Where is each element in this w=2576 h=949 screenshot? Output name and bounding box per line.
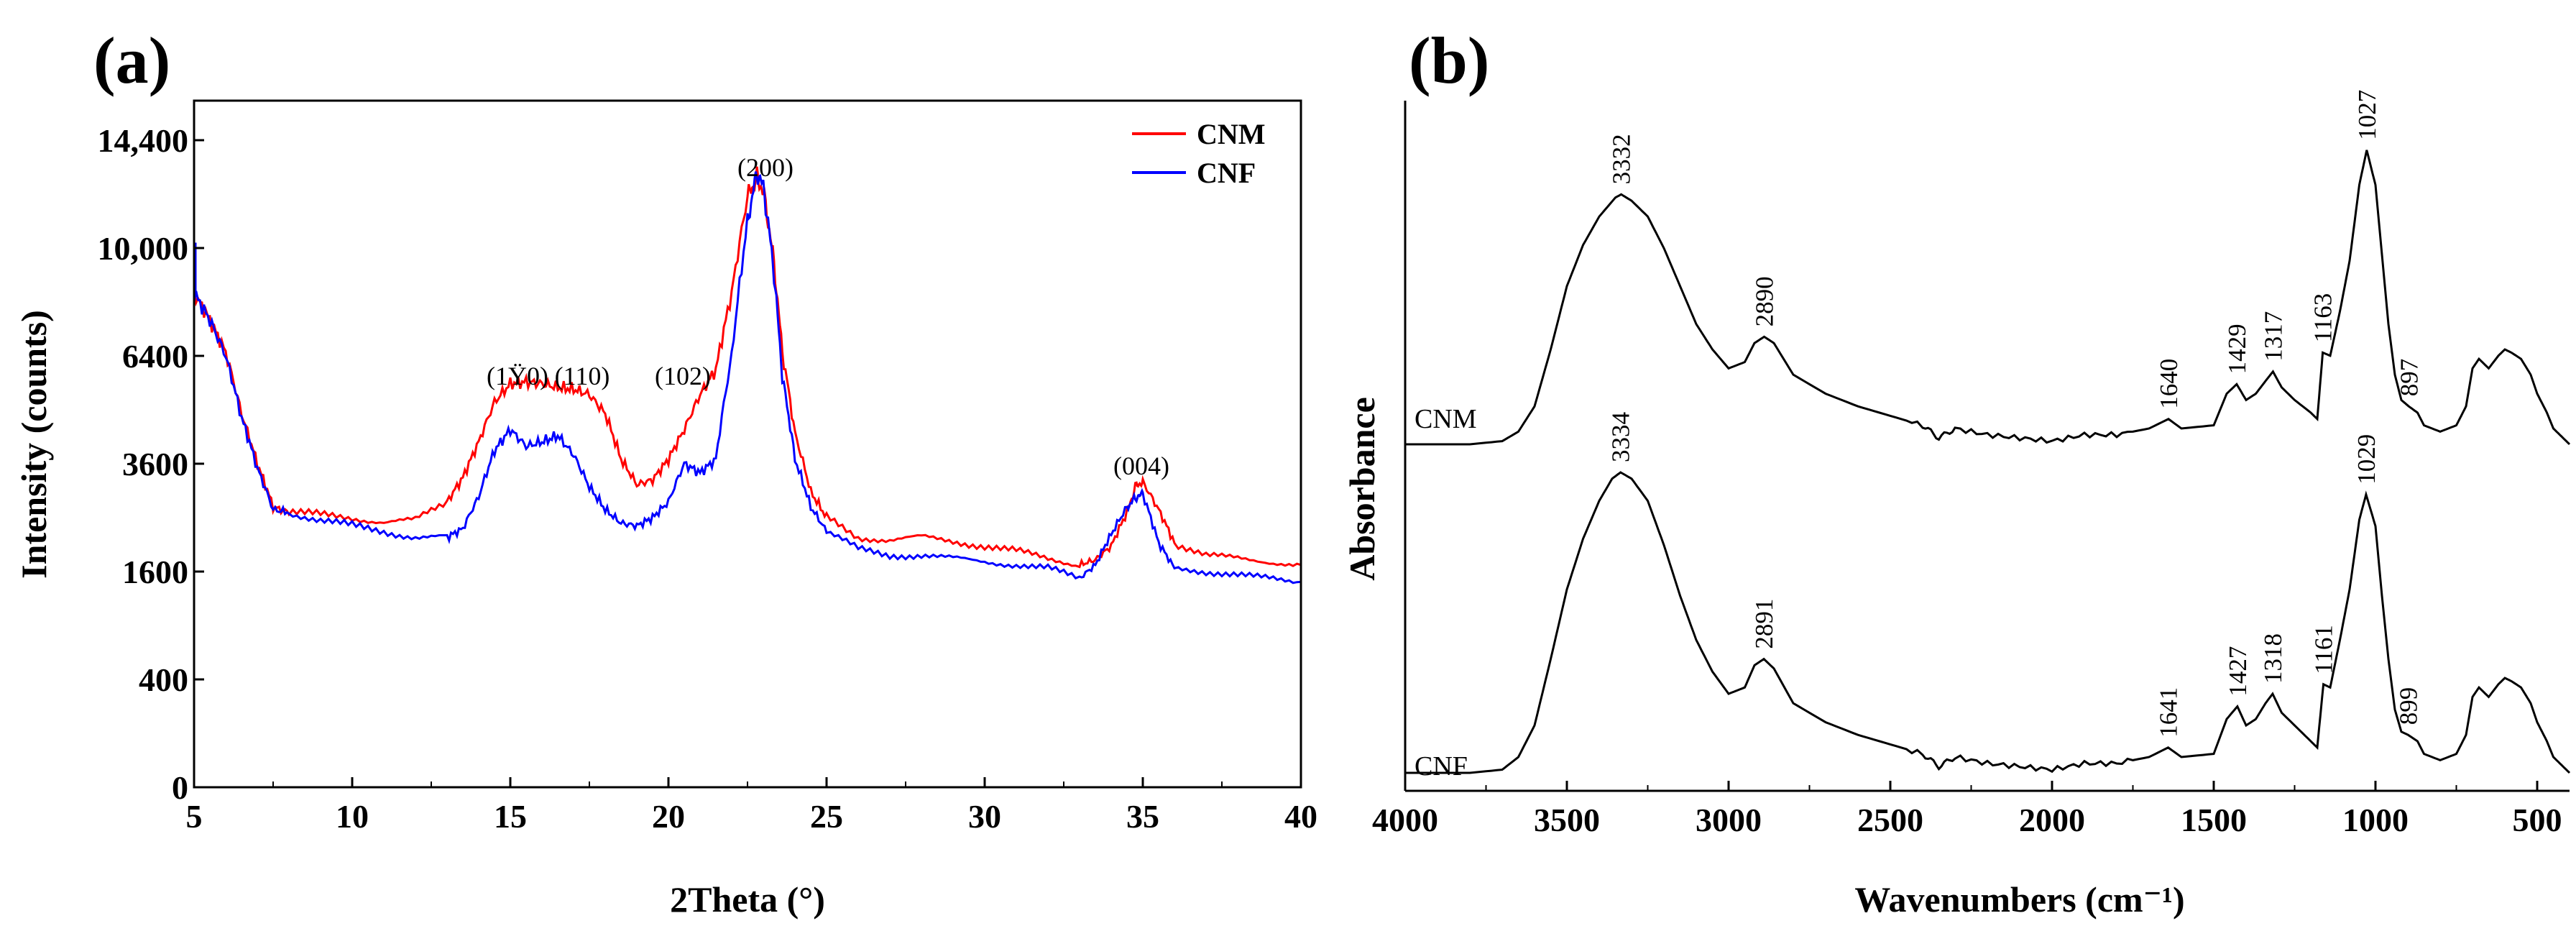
peak-label-cnm-897: 897 [2395, 359, 2423, 397]
peak-label-cnm-1163: 1163 [2309, 293, 2337, 343]
spectrum-line-cnm [1405, 150, 2571, 446]
peak-label-cnf-3334: 3334 [1607, 412, 1635, 462]
y-tick-label: 10,000 [98, 230, 189, 267]
x-tick-label: 2000 [2019, 802, 2085, 838]
peak-label-1-bar10: (1Ÿ0) [487, 362, 548, 390]
x-tick-label: 15 [494, 798, 527, 835]
panel-a-legend: CNM CNF [1132, 118, 1266, 189]
x-tick-label: 20 [652, 798, 685, 835]
panel-a-x-axis-title: 2Theta (°) [670, 879, 825, 920]
peak-label-cnm-1429: 1429 [2223, 324, 2251, 374]
x-tick-label: 10 [336, 798, 369, 835]
x-tick-label: 3500 [1534, 802, 1600, 838]
x-tick-label: 40 [1284, 798, 1317, 835]
legend-cnf-label: CNF [1197, 157, 1256, 189]
series-line-cnf [193, 171, 1302, 584]
peak-label-cnm-1027: 1027 [2353, 90, 2381, 140]
panel-a-series [193, 166, 1302, 584]
peak-label-cnm-3332: 3332 [1608, 134, 1636, 184]
peak-label-cnf-1427: 1427 [2224, 646, 2252, 697]
x-tick-label: 1000 [2342, 802, 2409, 838]
x-tick-label: 35 [1126, 798, 1159, 835]
panel-b-y-axis-title: Absorbance [1342, 397, 1382, 581]
panel-a-x-axis: 5 10 15 20 25 30 35 40 [186, 777, 1317, 835]
peak-label-cnf-899: 899 [2394, 687, 2422, 725]
x-tick-label: 4000 [1372, 802, 1438, 838]
panel-a: (a) 5 10 15 20 25 30 35 40 0 400 1600 3600 6400 10,0… [14, 24, 1317, 920]
peak-label-cnm-1317: 1317 [2259, 311, 2287, 362]
peak-label-cnf-1318: 1318 [2259, 633, 2287, 684]
y-tick-label: 6400 [122, 338, 188, 375]
series-line-cnm [193, 166, 1302, 569]
peak-label-cnf-1029: 1029 [2352, 434, 2380, 485]
peak-label-200: (200) [737, 153, 794, 182]
legend-cnm-label: CNM [1197, 118, 1266, 150]
peak-label-cnm-1640: 1640 [2155, 359, 2183, 409]
panel-b-x-axis-title: Wavenumbers (cm⁻¹) [1854, 879, 2184, 920]
x-tick-label: 2500 [1857, 802, 1923, 838]
panel-b-series [1405, 150, 2571, 774]
y-tick-label: 14,400 [98, 122, 189, 159]
peak-label-cnm-2890: 2890 [1751, 276, 1779, 326]
y-tick-label: 0 [172, 769, 188, 806]
panel-b: (b) 4000 3500 3000 2500 2000 1500 1000 500 Wave… [1342, 24, 2571, 920]
x-tick-label: 1500 [2181, 802, 2247, 838]
peak-label-004: (004) [1113, 451, 1169, 480]
panel-a-label: (a) [93, 24, 170, 97]
panel-a-y-axis-title: Intensity (counts) [14, 310, 54, 579]
sample-label-cnm: CNM [1414, 404, 1477, 434]
y-tick-label: 1600 [122, 554, 188, 590]
sample-label-cnf: CNF [1414, 751, 1468, 781]
y-tick-label: 3600 [122, 446, 188, 482]
y-tick-label: 400 [139, 661, 188, 698]
spectrum-line-cnf [1405, 471, 2571, 774]
peak-label-cnf-1641: 1641 [2155, 687, 2183, 738]
peak-label-cnf-1161: 1161 [2310, 625, 2338, 674]
peak-label-cnf-2891: 2891 [1750, 599, 1778, 649]
panel-b-peak-labels: 3332 2890 1640 1429 1317 1163 1027 897 3334 2891 1… [1607, 90, 2424, 738]
x-tick-label: 3000 [1696, 802, 1762, 838]
peak-label-102: (102) [655, 362, 711, 390]
panel-b-label: (b) [1409, 24, 1489, 97]
x-tick-label: 30 [968, 798, 1001, 835]
x-tick-label: 25 [810, 798, 843, 835]
peak-label-110: (110) [555, 362, 610, 390]
x-tick-label: 500 [2513, 802, 2562, 838]
panel-a-y-axis: 0 400 1600 3600 6400 10,000 14,400 [98, 122, 204, 806]
x-tick-label: 5 [186, 798, 203, 835]
panel-b-x-axis: 4000 3500 3000 2500 2000 1500 1000 500 [1372, 781, 2562, 838]
